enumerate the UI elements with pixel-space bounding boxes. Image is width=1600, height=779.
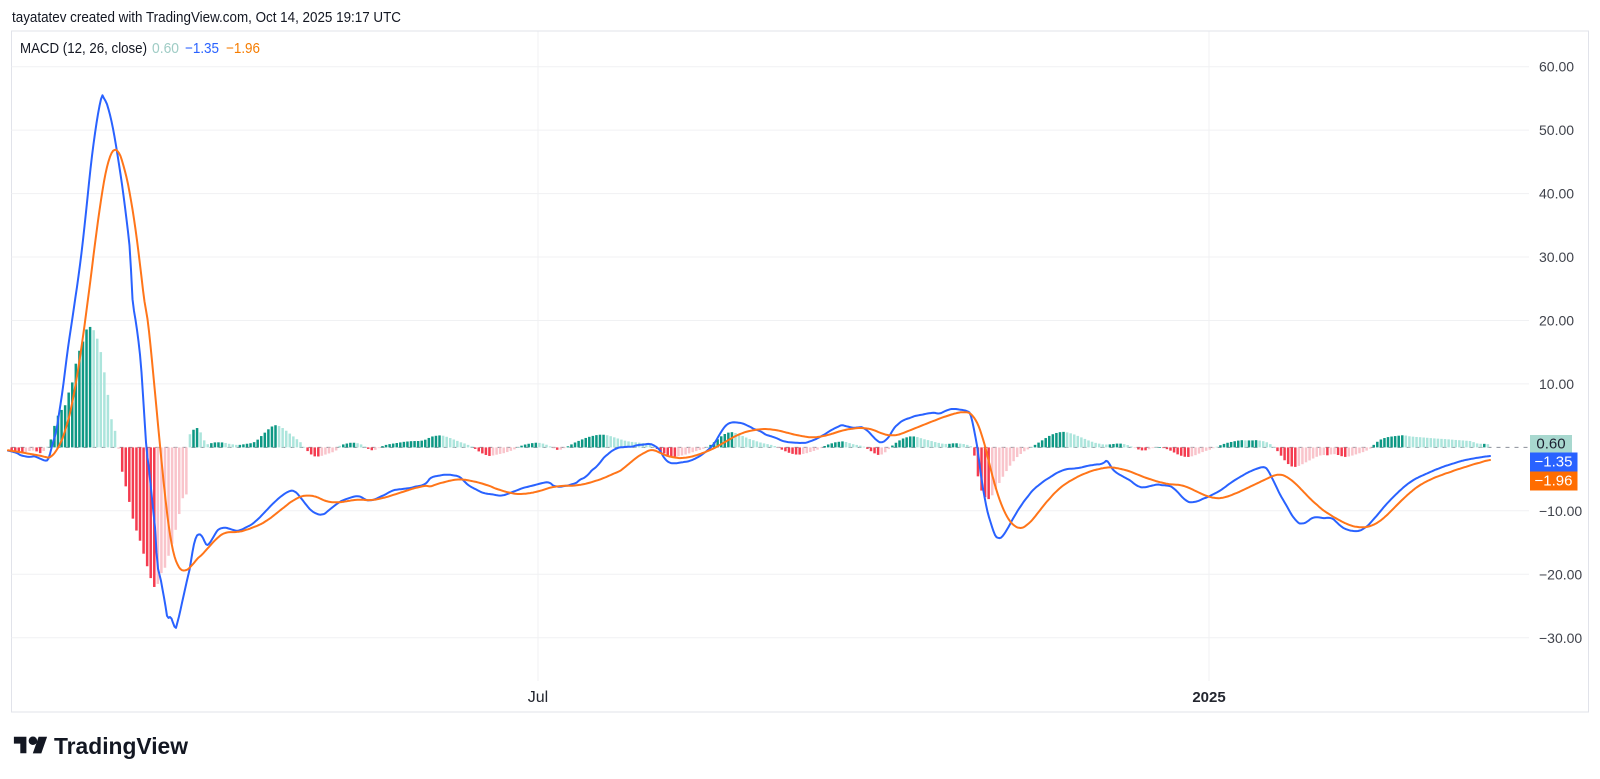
svg-text:−1.35: −1.35 xyxy=(185,40,219,57)
svg-text:−20.00: −20.00 xyxy=(1539,566,1582,582)
svg-text:−1.96: −1.96 xyxy=(226,40,260,57)
svg-text:30.00: 30.00 xyxy=(1539,249,1574,265)
svg-text:−1.35: −1.35 xyxy=(1535,454,1573,471)
svg-text:0.60: 0.60 xyxy=(152,40,179,57)
svg-text:40.00: 40.00 xyxy=(1539,186,1574,202)
svg-text:20.00: 20.00 xyxy=(1539,313,1574,329)
svg-text:−10.00: −10.00 xyxy=(1539,503,1582,519)
svg-text:tayatatev created with Trading: tayatatev created with TradingView.com, … xyxy=(12,9,401,26)
svg-text:10.00: 10.00 xyxy=(1539,376,1574,392)
svg-text:2025: 2025 xyxy=(1192,689,1225,706)
svg-text:MACD (12, 26, close): MACD (12, 26, close) xyxy=(20,40,147,57)
svg-text:Jul: Jul xyxy=(528,689,548,706)
svg-text:60.00: 60.00 xyxy=(1539,59,1574,75)
svg-text:−1.96: −1.96 xyxy=(1535,473,1573,490)
svg-text:−30.00: −30.00 xyxy=(1539,630,1582,646)
svg-text:TradingView: TradingView xyxy=(54,733,189,759)
svg-text:50.00: 50.00 xyxy=(1539,122,1574,138)
svg-text:0.60: 0.60 xyxy=(1536,436,1565,453)
